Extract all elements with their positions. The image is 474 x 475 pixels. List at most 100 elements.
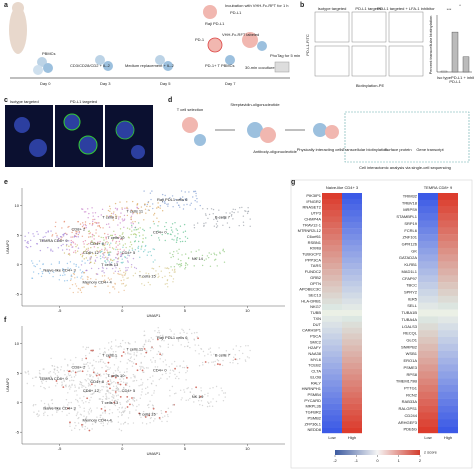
heat-cell bbox=[418, 426, 438, 434]
cell-dot bbox=[115, 215, 118, 217]
cell-dot bbox=[161, 373, 164, 376]
cell-dot bbox=[242, 221, 245, 223]
heat-cell bbox=[438, 391, 458, 399]
cell-dot bbox=[49, 406, 51, 409]
cell-dot bbox=[151, 267, 153, 270]
cell-dot bbox=[99, 398, 102, 400]
cell-dot bbox=[199, 395, 202, 398]
cell-dot bbox=[189, 346, 191, 349]
cell-dot bbox=[131, 230, 133, 232]
cell-dot bbox=[134, 248, 137, 251]
cell-dot bbox=[183, 389, 185, 391]
cell-dot bbox=[204, 393, 206, 396]
cell-dot bbox=[131, 247, 134, 249]
cell-dot bbox=[128, 398, 131, 401]
cell-dot bbox=[80, 264, 83, 266]
cell-dot bbox=[137, 222, 140, 224]
heat-cell bbox=[322, 193, 342, 200]
cell-dot bbox=[79, 269, 82, 271]
cell-dot bbox=[156, 412, 158, 415]
cell-dot bbox=[122, 378, 125, 380]
cell-dot bbox=[172, 344, 174, 346]
cell-dot bbox=[87, 208, 89, 210]
cell-dot bbox=[114, 391, 117, 393]
cell-dot bbox=[223, 250, 225, 253]
cell-dot bbox=[215, 223, 218, 225]
cell-dot bbox=[196, 201, 198, 203]
cell-dot bbox=[194, 350, 197, 352]
cell-dot bbox=[161, 276, 164, 279]
label: PD-1+ T PBMCs bbox=[205, 63, 235, 68]
cell-dot bbox=[75, 285, 78, 287]
cell-dot bbox=[148, 209, 151, 212]
cell-dot bbox=[48, 372, 50, 374]
cell-dot bbox=[115, 267, 117, 269]
cell-dot bbox=[38, 260, 41, 262]
cell-dot bbox=[135, 267, 138, 270]
heat-cell bbox=[418, 275, 438, 283]
cell-dot bbox=[53, 406, 56, 409]
cell-dot bbox=[126, 384, 128, 386]
cell-dot bbox=[75, 390, 77, 392]
cell-dot bbox=[161, 420, 163, 423]
label: Raji PDL1 cells 6 bbox=[157, 335, 188, 340]
cell-dot bbox=[151, 361, 153, 363]
cell-dot bbox=[213, 353, 215, 355]
cell-dot bbox=[113, 272, 115, 274]
cell-dot bbox=[127, 266, 129, 269]
cell-dot bbox=[164, 225, 166, 228]
cell-dot bbox=[100, 236, 102, 239]
cell-dot bbox=[103, 280, 105, 282]
heat-cell bbox=[342, 198, 362, 205]
cell-dot bbox=[129, 357, 132, 359]
cell-dot bbox=[108, 279, 111, 281]
cell-dot bbox=[140, 206, 143, 208]
cell-dot bbox=[125, 271, 127, 273]
cell-dot bbox=[134, 272, 137, 275]
cell-dot bbox=[144, 416, 147, 418]
label: UMAP1 bbox=[147, 451, 162, 456]
cell-dot bbox=[130, 356, 133, 358]
cell-dot bbox=[195, 195, 197, 197]
cell-dot bbox=[39, 267, 41, 270]
cell-dot bbox=[121, 274, 123, 276]
cell-dot bbox=[114, 404, 117, 407]
heat-cell bbox=[342, 274, 362, 282]
cell-dot bbox=[75, 424, 77, 427]
cell-dot bbox=[37, 233, 39, 235]
label: SNRPB2 bbox=[401, 344, 418, 349]
cell-dot bbox=[214, 360, 216, 363]
cell-dot bbox=[84, 221, 87, 223]
heat-cell bbox=[322, 310, 342, 317]
cell-dot bbox=[187, 339, 189, 341]
cell-dot bbox=[111, 240, 114, 242]
flow-plots bbox=[314, 11, 424, 77]
cell-dot bbox=[152, 338, 154, 341]
cell-dot bbox=[137, 250, 140, 252]
cell-dot bbox=[88, 236, 90, 238]
cell-dot bbox=[48, 405, 50, 407]
cell-dot bbox=[55, 380, 58, 382]
cell-dot bbox=[89, 257, 91, 259]
cell-dot bbox=[65, 384, 67, 386]
cell-dot bbox=[124, 353, 127, 355]
cell-dot bbox=[96, 273, 99, 275]
cell-dot bbox=[152, 203, 154, 205]
cell-dot bbox=[32, 262, 34, 264]
cell-dot bbox=[81, 270, 84, 273]
heat-cell bbox=[342, 280, 362, 287]
cell-dot bbox=[38, 369, 41, 372]
cell-dot bbox=[104, 406, 106, 408]
cell-dot bbox=[83, 410, 86, 412]
heat-cell bbox=[438, 343, 458, 351]
cell-dot bbox=[214, 253, 216, 256]
label: PIK3IP1 bbox=[306, 193, 321, 198]
label: OPTN bbox=[310, 281, 321, 286]
cell-dot bbox=[244, 359, 247, 361]
cell-dot bbox=[87, 217, 89, 219]
cell-dot bbox=[105, 398, 108, 400]
cell-dot bbox=[44, 405, 46, 408]
label: T cells 11 bbox=[126, 209, 144, 214]
heat-cell bbox=[322, 327, 342, 334]
cell-dot bbox=[37, 415, 39, 418]
